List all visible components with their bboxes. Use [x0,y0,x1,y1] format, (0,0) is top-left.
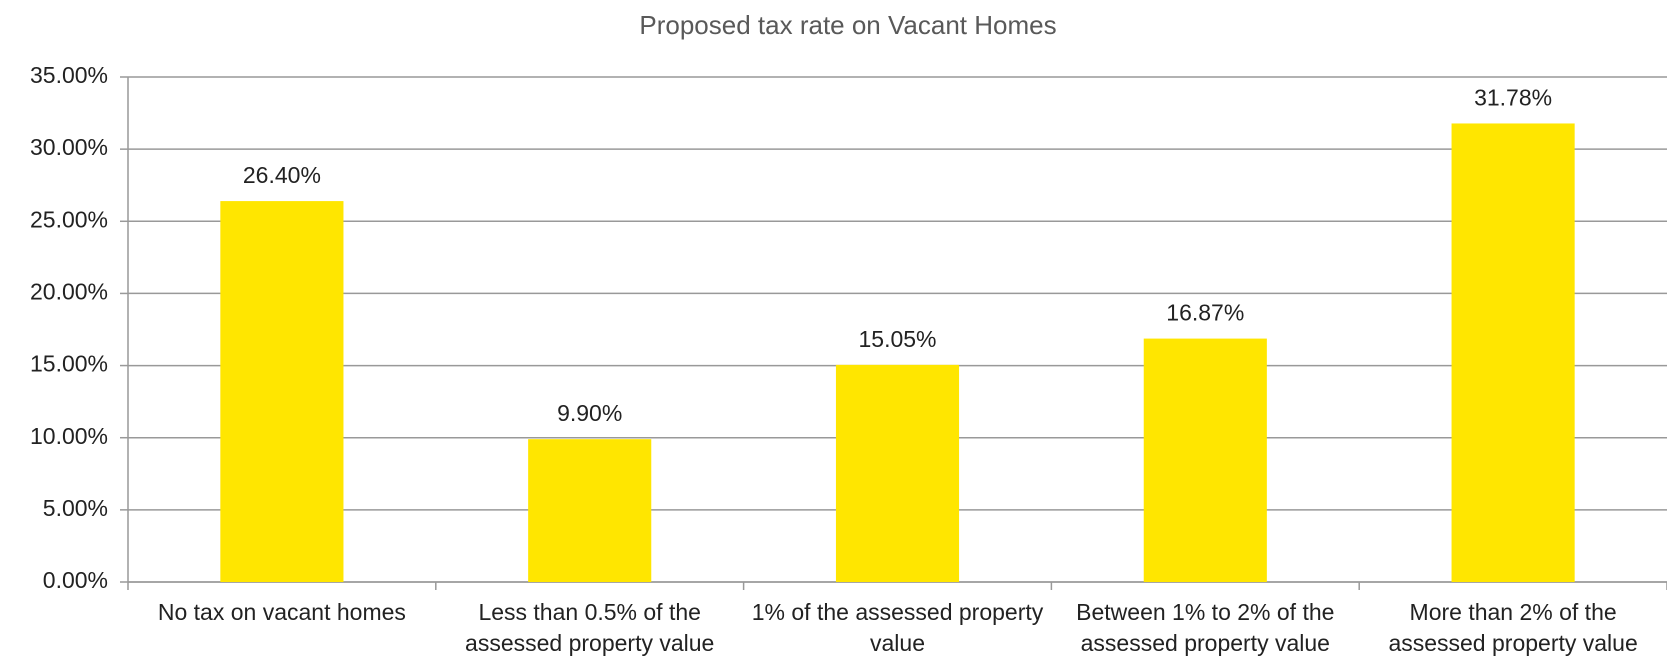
data-label: 15.05% [858,326,936,352]
data-label: 26.40% [243,162,321,188]
x-tick-label: No tax on vacant homes [157,599,406,625]
bar [528,439,652,582]
y-tick-label: 25.00% [30,206,108,232]
y-tick-label: 10.00% [30,423,108,449]
y-tick-label: 15.00% [30,351,108,377]
y-tick-label: 0.00% [43,567,108,593]
bar [1143,338,1267,582]
data-label: 9.90% [557,400,622,426]
bar [835,364,960,582]
chart-title: Proposed tax rate on Vacant Homes [639,10,1056,40]
y-tick-label: 5.00% [43,495,108,521]
x-tick-label: 1% of the assessed property value [751,599,1044,656]
bar [1451,123,1575,583]
data-label: 31.78% [1474,85,1552,111]
data-label: 16.87% [1166,300,1244,326]
x-tick-label: Less than 0.5% of the assessed property … [465,599,715,656]
y-tick-label: 20.00% [30,279,108,305]
y-tick-label: 30.00% [30,134,108,160]
x-tick-label: More than 2% of the assessed property va… [1388,599,1638,656]
x-tick-label: Between 1% to 2% of the assessed propert… [1076,599,1335,656]
y-tick-label: 35.00% [30,62,108,88]
bar [220,201,344,583]
